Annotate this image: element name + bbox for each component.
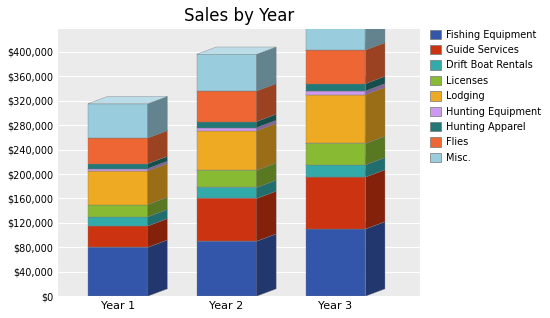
Polygon shape: [305, 229, 365, 296]
Polygon shape: [88, 226, 148, 247]
Polygon shape: [148, 131, 167, 164]
Polygon shape: [305, 76, 385, 84]
Polygon shape: [88, 218, 167, 226]
Polygon shape: [256, 191, 276, 241]
Polygon shape: [256, 114, 276, 128]
Polygon shape: [197, 188, 256, 198]
Polygon shape: [305, 95, 365, 143]
Polygon shape: [365, 136, 385, 165]
Polygon shape: [305, 222, 385, 229]
Polygon shape: [305, 87, 385, 95]
Polygon shape: [88, 104, 148, 138]
Polygon shape: [88, 217, 148, 226]
Polygon shape: [365, 43, 385, 84]
Polygon shape: [88, 164, 148, 169]
Polygon shape: [197, 170, 256, 188]
Polygon shape: [305, 84, 365, 91]
Polygon shape: [365, 87, 385, 143]
Polygon shape: [148, 164, 167, 204]
Polygon shape: [88, 96, 167, 104]
Polygon shape: [197, 114, 276, 121]
Polygon shape: [365, 170, 385, 229]
Polygon shape: [148, 218, 167, 247]
Polygon shape: [305, 157, 385, 165]
Polygon shape: [365, 84, 385, 95]
Legend: Fishing Equipment, Guide Services, Drift Boat Rentals, Licenses, Lodging, Huntin: Fishing Equipment, Guide Services, Drift…: [429, 29, 542, 163]
Polygon shape: [88, 210, 167, 217]
Polygon shape: [197, 180, 276, 188]
Polygon shape: [88, 197, 167, 204]
Polygon shape: [256, 123, 276, 170]
Polygon shape: [148, 240, 167, 296]
Polygon shape: [365, 76, 385, 91]
Polygon shape: [148, 96, 167, 138]
Polygon shape: [305, 177, 365, 229]
Polygon shape: [88, 164, 167, 171]
Polygon shape: [197, 241, 256, 296]
Polygon shape: [305, 3, 385, 10]
Polygon shape: [148, 156, 167, 169]
Polygon shape: [88, 171, 148, 204]
Polygon shape: [88, 247, 148, 296]
Polygon shape: [88, 161, 167, 169]
Polygon shape: [256, 180, 276, 198]
Polygon shape: [305, 143, 365, 165]
Polygon shape: [365, 3, 385, 50]
Polygon shape: [305, 50, 365, 84]
Polygon shape: [88, 240, 167, 247]
Polygon shape: [305, 165, 365, 177]
Polygon shape: [88, 131, 167, 138]
Polygon shape: [197, 120, 276, 128]
Polygon shape: [197, 121, 256, 128]
Polygon shape: [148, 161, 167, 171]
Polygon shape: [197, 131, 256, 170]
Polygon shape: [88, 204, 148, 217]
Polygon shape: [305, 170, 385, 177]
Polygon shape: [197, 54, 256, 91]
Polygon shape: [256, 163, 276, 188]
Polygon shape: [88, 156, 167, 164]
Polygon shape: [148, 210, 167, 226]
Polygon shape: [305, 43, 385, 50]
Polygon shape: [256, 234, 276, 296]
Polygon shape: [197, 234, 276, 241]
Polygon shape: [256, 120, 276, 131]
Polygon shape: [88, 138, 148, 164]
Polygon shape: [256, 84, 276, 121]
Polygon shape: [197, 163, 276, 170]
Polygon shape: [365, 157, 385, 177]
Polygon shape: [256, 47, 276, 91]
Polygon shape: [305, 10, 365, 50]
Polygon shape: [88, 169, 148, 171]
Polygon shape: [197, 198, 256, 241]
Polygon shape: [305, 136, 385, 143]
Polygon shape: [197, 191, 276, 198]
Polygon shape: [365, 222, 385, 296]
Polygon shape: [197, 128, 256, 131]
Polygon shape: [148, 197, 167, 217]
Polygon shape: [197, 123, 276, 131]
Polygon shape: [305, 84, 385, 91]
Polygon shape: [197, 47, 276, 54]
Polygon shape: [197, 84, 276, 91]
Polygon shape: [197, 91, 256, 121]
Title: Sales by Year: Sales by Year: [184, 7, 294, 25]
Polygon shape: [305, 91, 365, 95]
